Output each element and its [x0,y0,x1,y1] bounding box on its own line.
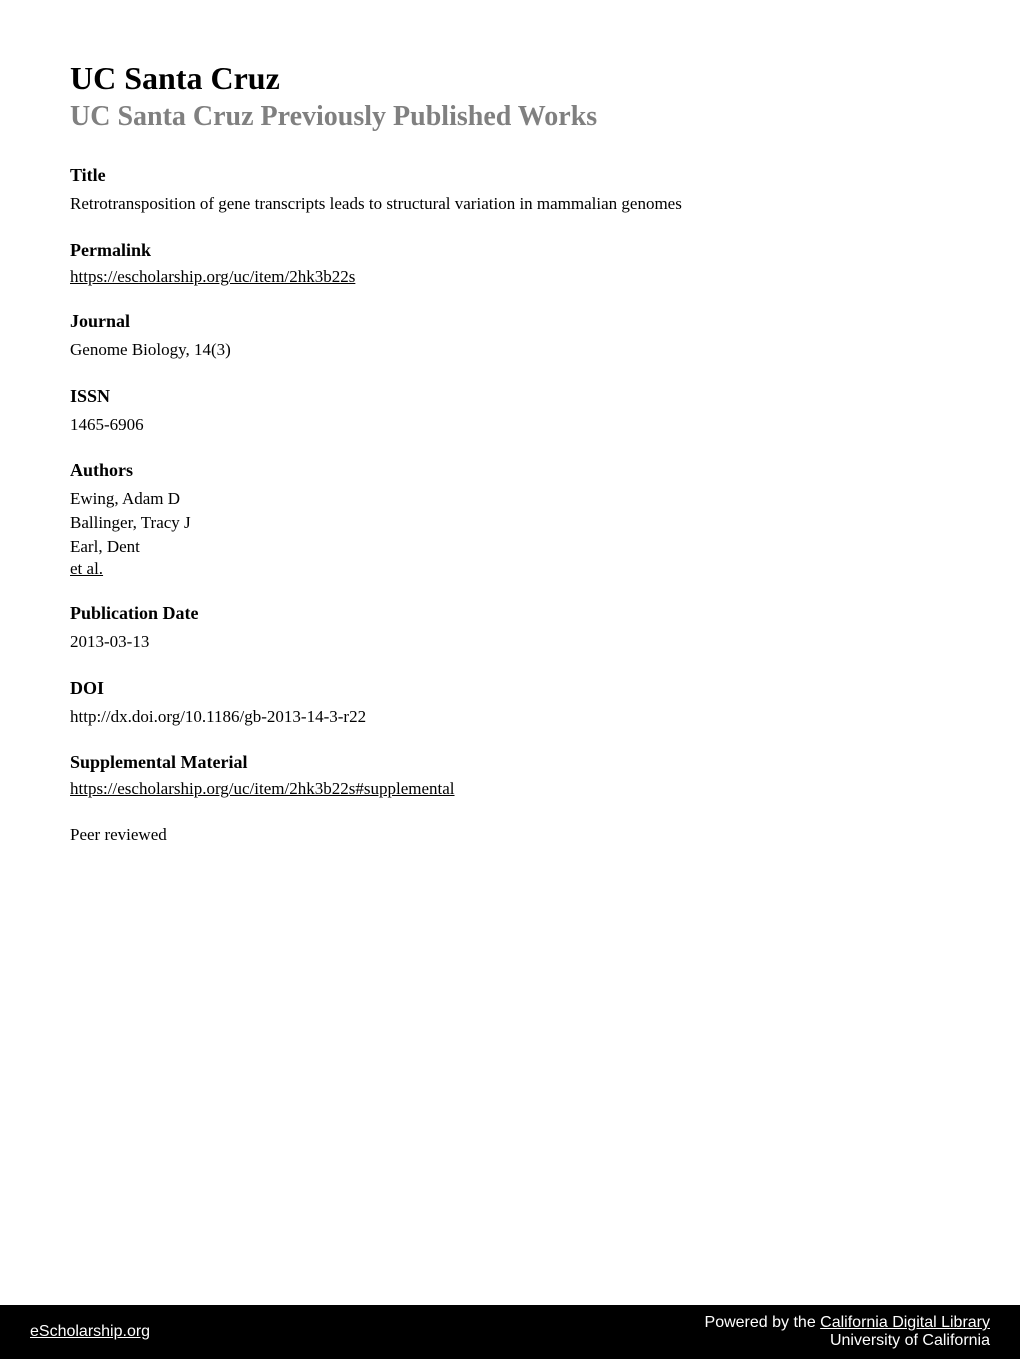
org-name: UC Santa Cruz [70,60,950,97]
journal-value: Genome Biology, 14(3) [70,338,950,362]
footer-right: Powered by the California Digital Librar… [705,1314,990,1350]
title-value: Retrotransposition of gene transcripts l… [70,192,950,216]
author-line: Earl, Dent [70,535,950,559]
footer-escholarship-link[interactable]: eScholarship.org [30,1323,150,1341]
issn-value: 1465-6906 [70,413,950,437]
peer-review: Peer reviewed [70,823,950,847]
pubdate-label: Publication Date [70,603,950,624]
author-line: Ewing, Adam D [70,487,950,511]
footer-uc: University of California [705,1332,990,1350]
footer: eScholarship.org Powered by the Californ… [0,1305,1020,1359]
title-label: Title [70,165,950,186]
permalink-label: Permalink [70,240,950,261]
permalink-link[interactable]: https://escholarship.org/uc/item/2hk3b22… [70,267,950,287]
etal-link[interactable]: et al. [70,559,103,578]
doi-label: DOI [70,678,950,699]
footer-powered-prefix: Powered by the [705,1314,821,1331]
authors-label: Authors [70,460,950,481]
author-line: Ballinger, Tracy J [70,511,950,535]
supplemental-link[interactable]: https://escholarship.org/uc/item/2hk3b22… [70,779,950,799]
footer-cdl-link[interactable]: California Digital Library [820,1314,990,1331]
issn-label: ISSN [70,386,950,407]
main-content: UC Santa Cruz UC Santa Cruz Previously P… [0,0,1020,847]
doi-value: http://dx.doi.org/10.1186/gb-2013-14-3-r… [70,705,950,729]
pubdate-value: 2013-03-13 [70,630,950,654]
authors-block: Ewing, Adam D Ballinger, Tracy J Earl, D… [70,487,950,578]
supplemental-label: Supplemental Material [70,752,950,773]
series-name: UC Santa Cruz Previously Published Works [70,101,950,133]
journal-label: Journal [70,311,950,332]
